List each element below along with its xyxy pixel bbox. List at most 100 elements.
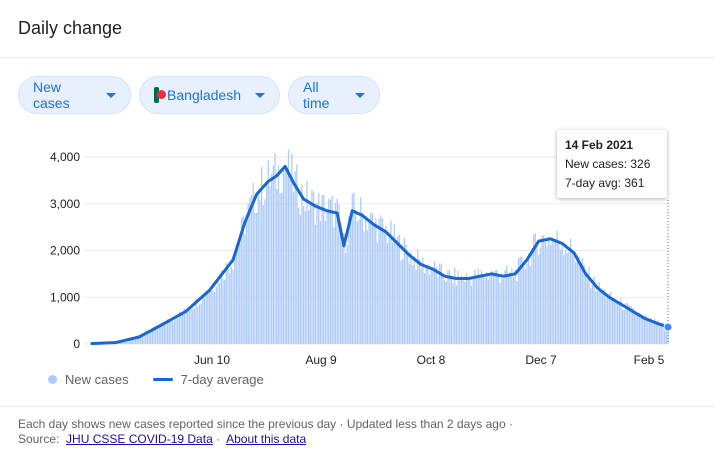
bar [336, 198, 338, 344]
bar [608, 293, 610, 344]
bar [415, 269, 417, 344]
bar [375, 218, 377, 344]
bar [321, 194, 323, 344]
bar [569, 238, 572, 344]
about-data-link[interactable]: About this data [226, 432, 307, 446]
bar [620, 298, 622, 344]
bar [279, 193, 281, 344]
bar [396, 236, 399, 344]
bar [292, 192, 295, 344]
bar [358, 219, 360, 344]
bar [351, 193, 353, 344]
bar [438, 264, 441, 344]
bar [667, 325, 669, 344]
bar [445, 281, 447, 344]
bar [664, 324, 666, 344]
bar [405, 244, 407, 344]
bar [501, 278, 503, 344]
bar [289, 179, 291, 344]
bar [400, 260, 402, 344]
bar [492, 275, 494, 344]
bar [349, 215, 352, 344]
bar [418, 259, 421, 344]
bar [222, 278, 224, 344]
series-line-7-day-average [90, 164, 670, 346]
bar [449, 270, 451, 344]
bar [217, 276, 219, 344]
bar [178, 312, 180, 344]
bar [593, 276, 595, 344]
bar [665, 327, 667, 344]
bar [254, 212, 256, 344]
bar [509, 272, 511, 344]
bar [173, 320, 175, 344]
bar [242, 215, 244, 344]
bar [153, 326, 155, 344]
footer: Each day shows new cases reported since … [18, 417, 513, 447]
country-dropdown[interactable]: Bangladesh [139, 76, 280, 114]
bar [123, 340, 125, 344]
bar [472, 276, 474, 344]
y-tick-label: 4,000 [50, 150, 80, 164]
bar [487, 279, 489, 344]
bar [318, 193, 320, 344]
daily-cases-chart[interactable]: 0 1,000 2,000 3,000 4,000 Jun 10 Aug 9 Oct 8 De… [0, 130, 715, 370]
chart-legend: New cases 7-day average [48, 372, 264, 387]
bar [395, 241, 397, 344]
bar [205, 294, 207, 344]
bar [660, 322, 662, 344]
metric-dropdown[interactable]: New cases [18, 76, 131, 114]
bar [563, 255, 565, 344]
bar [559, 249, 562, 344]
bar [422, 257, 424, 344]
bar [262, 205, 264, 344]
bar [413, 256, 416, 344]
source-link[interactable]: JHU CSSE COVID-19 Data [66, 432, 213, 446]
bar [161, 324, 164, 344]
bar [423, 273, 426, 344]
bar [272, 165, 274, 344]
bar [277, 164, 280, 344]
bar [224, 279, 226, 344]
bar [512, 277, 515, 344]
bar [543, 235, 545, 344]
bar [588, 267, 590, 344]
bar [234, 256, 236, 344]
bar [615, 301, 617, 344]
bar [388, 237, 390, 344]
bar [457, 270, 459, 344]
bar [331, 196, 333, 344]
bar [135, 337, 137, 344]
bar [645, 315, 647, 344]
bar [506, 265, 508, 344]
bar [232, 269, 234, 344]
bar [341, 237, 343, 344]
bar [531, 248, 533, 344]
range-dropdown[interactable]: All time [288, 76, 380, 114]
bar [432, 271, 434, 344]
bar [266, 181, 268, 344]
source-label: Source: [18, 432, 60, 446]
bar [294, 171, 296, 344]
bar [129, 339, 132, 344]
bar [605, 298, 607, 344]
legend-bars-swatch [48, 375, 57, 384]
bar [635, 312, 637, 344]
bar [146, 332, 149, 344]
bar [213, 291, 216, 344]
bar [662, 323, 664, 344]
bar [533, 234, 535, 344]
bar [527, 253, 530, 344]
bar [138, 337, 140, 344]
bar [343, 232, 345, 344]
bar [244, 234, 246, 344]
bar [442, 276, 444, 344]
bar [140, 336, 142, 344]
bar [313, 192, 315, 344]
bar [282, 166, 285, 344]
bar [526, 263, 528, 344]
metric-label: New cases [33, 79, 70, 111]
card-title: Daily change [18, 18, 123, 38]
bar [182, 313, 184, 344]
bangladesh-flag-icon [154, 87, 167, 103]
